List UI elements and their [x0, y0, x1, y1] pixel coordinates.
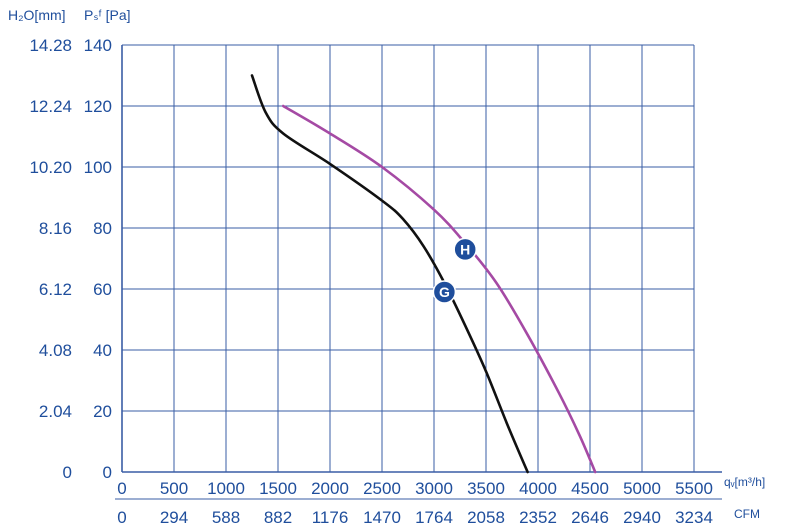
x-tick-label-m3h: 4500	[571, 479, 609, 498]
y-tick-label-pa: 100	[84, 158, 112, 177]
x-tick-label-cfm: 0	[117, 508, 126, 527]
marker-h-label: H	[460, 241, 470, 257]
y-tick-label-pa: 40	[93, 341, 112, 360]
x-tick-label-cfm: 2646	[571, 508, 609, 527]
y-tick-label-pa: 140	[84, 36, 112, 55]
x-tick-label-cfm: 3234	[675, 508, 713, 527]
x-tick-label-m3h: 5000	[623, 479, 661, 498]
x-tick-label-m3h: 3500	[467, 479, 505, 498]
x-tick-label-cfm: 2058	[467, 508, 505, 527]
x-tick-label-cfm: 1764	[415, 508, 453, 527]
grid	[115, 44, 722, 500]
x-tick-label-m3h: 3000	[415, 479, 453, 498]
x-tick-label-m3h: 2000	[311, 479, 349, 498]
y-tick-label-h2o: 10.20	[29, 158, 72, 177]
y-tick-label-h2o: 8.16	[39, 219, 72, 238]
y-tick-label-h2o: 6.12	[39, 280, 72, 299]
y-tick-label-h2o: 14.28	[29, 36, 72, 55]
x-unit-label: qᵥ[m³/h]	[724, 475, 765, 489]
x-tick-label-cfm: 1470	[363, 508, 401, 527]
x-tick-label-m3h: 1500	[259, 479, 297, 498]
x-tick-label-m3h: 0	[117, 479, 126, 498]
x-cfm-label: CFM	[734, 507, 760, 521]
y-tick-label-pa: 20	[93, 402, 112, 421]
y-tick-label-pa: 80	[93, 219, 112, 238]
h2o-axis-label: H₂O[mm]	[8, 7, 66, 23]
x-tick-label-cfm: 882	[264, 508, 292, 527]
curve-markers: GH	[432, 237, 477, 304]
curve-h	[281, 104, 597, 474]
x-tick-label-cfm: 2352	[519, 508, 557, 527]
y-tick-label-pa: 0	[103, 463, 112, 482]
marker-g-circle	[432, 280, 457, 304]
marker-h-circle	[453, 237, 477, 262]
y-tick-label-h2o: 2.04	[39, 402, 72, 421]
tick-labels: 0 20 40 60 80 100 120 140 0 2.04 4.08 6.12 8.16 10.20…	[29, 36, 712, 527]
x-tick-label-m3h: 2500	[363, 479, 401, 498]
y-tick-label-h2o: 0	[63, 463, 72, 482]
x-tick-label-cfm: 2940	[623, 508, 661, 527]
x-tick-label-cfm: 588	[212, 508, 240, 527]
y-tick-label-h2o: 4.08	[39, 341, 72, 360]
marker-g-label: G	[439, 284, 450, 300]
y-tick-label-pa: 120	[84, 97, 112, 116]
x-tick-label-m3h: 5500	[675, 479, 713, 498]
x-tick-label-cfm: 294	[160, 508, 188, 527]
x-tick-label-m3h: 4000	[519, 479, 557, 498]
psf-axis-label: Pₛᶠ [Pa]	[84, 7, 131, 23]
x-tick-label-m3h: 1000	[207, 479, 245, 498]
curve-g	[250, 74, 529, 474]
curves	[250, 74, 597, 474]
x-tick-label-cfm: 1176	[312, 508, 349, 527]
y-tick-label-pa: 60	[93, 280, 112, 299]
x-tick-label-m3h: 500	[160, 479, 188, 498]
y-tick-label-h2o: 12.24	[29, 97, 72, 116]
